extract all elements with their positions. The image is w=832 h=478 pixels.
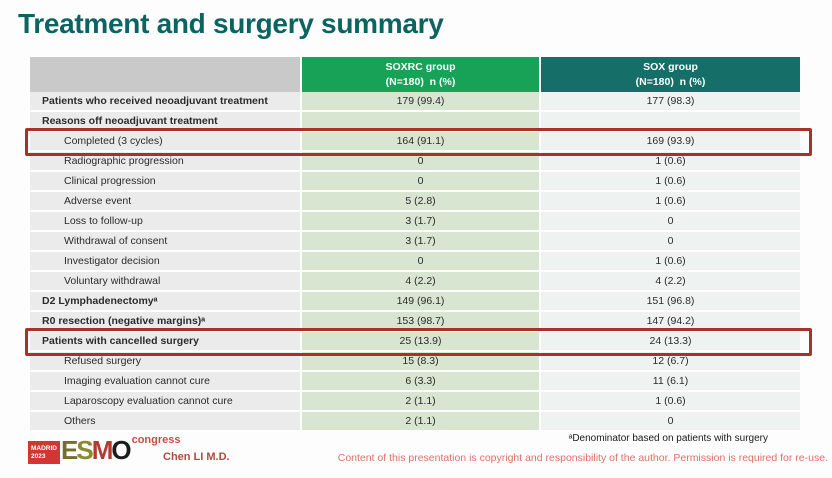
column-header-sox: SOX group (N=180) n (%) [541,57,800,92]
row-label: Radiographic progression [30,152,300,172]
soxrc-value: 4 (2.2) [302,272,539,292]
table-row: Reasons off neoadjuvant treatment [30,112,800,132]
sox-value: 12 (6.7) [541,352,800,372]
row-label: Patients with cancelled surgery [30,332,300,352]
row-label: Others [30,412,300,432]
table-row: Voluntary withdrawal 4 (2.2) 4 (2.2) [30,272,800,292]
soxrc-value: 3 (1.7) [302,232,539,252]
soxrc-value: 2 (1.1) [302,412,539,432]
soxrc-value: 5 (2.8) [302,192,539,212]
sox-value: 1 (0.6) [541,392,800,412]
table-row: Others 2 (1.1) 0 [30,412,800,432]
row-label: Voluntary withdrawal [30,272,300,292]
sox-value [541,112,800,132]
table-header-row: SOXRC group (N=180) n (%) SOX group (N=1… [30,57,800,92]
esmo-letter: M [91,434,114,465]
soxrc-value: 15 (8.3) [302,352,539,372]
column-header-empty [30,57,300,92]
esmo-letter: O [111,434,131,465]
row-label: Clinical progression [30,172,300,192]
row-label: Completed (3 cycles) [30,132,300,152]
sox-value: 0 [541,232,800,252]
table-row: Completed (3 cycles) 164 (91.1) 169 (93.… [30,132,800,152]
madrid-2023-badge: MADRID 2023 [28,441,60,464]
soxrc-value: 164 (91.1) [302,132,539,152]
column-header-sox-line1: SOX group [643,61,698,74]
soxrc-value: 0 [302,152,539,172]
sox-value: 147 (94.2) [541,312,800,332]
sox-value: 1 (0.6) [541,252,800,272]
row-label: Patients who received neoadjuvant treatm… [30,92,300,112]
soxrc-value: 0 [302,252,539,272]
soxrc-value: 25 (13.9) [302,332,539,352]
soxrc-value: 153 (98.7) [302,312,539,332]
row-label: Withdrawal of consent [30,232,300,252]
soxrc-value: 149 (96.1) [302,292,539,312]
logo-year: 2023 [31,452,46,460]
soxrc-value [302,112,539,132]
congress-label: congress [131,434,181,447]
copyright-notice: Content of this presentation is copyrigh… [337,452,828,464]
sox-value: 169 (93.9) [541,132,800,152]
column-header-soxrc-line1: SOXRC group [385,61,456,74]
sox-value: 177 (98.3) [541,92,800,112]
table-row: R0 resection (negative margins)ᵃ 153 (98… [30,312,800,332]
table-row: Patients who received neoadjuvant treatm… [30,92,800,112]
table-footnote: ᵃDenominator based on patients with surg… [568,433,768,444]
sox-value: 11 (6.1) [541,372,800,392]
soxrc-value: 3 (1.7) [302,212,539,232]
table-row: Clinical progression 0 1 (0.6) [30,172,800,192]
column-header-soxrc-line2: (N=180) n (%) [385,75,456,88]
column-header-sox-line2: (N=180) n (%) [635,75,706,88]
soxrc-value: 179 (99.4) [302,92,539,112]
row-label: R0 resection (negative margins)ᵃ [30,312,300,332]
row-label: Laparoscopy evaluation cannot cure [30,392,300,412]
presenter-name: Chen LI M.D. [163,451,230,463]
table-row: Loss to follow-up 3 (1.7) 0 [30,212,800,232]
row-label: Adverse event [30,192,300,212]
sox-value: 1 (0.6) [541,152,800,172]
table-row: Imaging evaluation cannot cure 6 (3.3) 1… [30,372,800,392]
sox-value: 1 (0.6) [541,192,800,212]
table-body: Patients who received neoadjuvant treatm… [30,92,800,432]
logo-venue: MADRID [31,445,57,452]
table-row: Investigator decision 0 1 (0.6) [30,252,800,272]
row-label: Investigator decision [30,252,300,272]
esmo-wordmark: E S M O [61,434,132,465]
esmo-letter: S [76,434,93,465]
sox-value: 4 (2.2) [541,272,800,292]
row-label: Loss to follow-up [30,212,300,232]
esmo-congress-logo: MADRID 2023 E S M O congress [28,434,181,465]
row-label: Refused surgery [30,352,300,372]
sox-value: 0 [541,212,800,232]
sox-value: 24 (13.3) [541,332,800,352]
sox-value: 1 (0.6) [541,172,800,192]
row-label: D2 Lymphadenectomyᵃ [30,292,300,312]
soxrc-value: 0 [302,172,539,192]
row-label: Imaging evaluation cannot cure [30,372,300,392]
row-label: Reasons off neoadjuvant treatment [30,112,300,132]
table-row: Patients with cancelled surgery 25 (13.9… [30,332,800,352]
table-row: Radiographic progression 0 1 (0.6) [30,152,800,172]
sox-value: 0 [541,412,800,432]
sox-value: 151 (96.8) [541,292,800,312]
table-row: Laparoscopy evaluation cannot cure 2 (1.… [30,392,800,412]
table-row: Refused surgery 15 (8.3) 12 (6.7) [30,352,800,372]
table-row: Withdrawal of consent 3 (1.7) 0 [30,232,800,252]
page-title: Treatment and surgery summary [18,8,444,39]
soxrc-value: 6 (3.3) [302,372,539,392]
summary-table: SOXRC group (N=180) n (%) SOX group (N=1… [25,57,812,432]
table-row: Adverse event 5 (2.8) 1 (0.6) [30,192,800,212]
column-header-soxrc: SOXRC group (N=180) n (%) [302,57,539,92]
soxrc-value: 2 (1.1) [302,392,539,412]
esmo-letter: E [61,434,78,465]
table-row: D2 Lymphadenectomyᵃ 149 (96.1) 151 (96.8… [30,292,800,312]
